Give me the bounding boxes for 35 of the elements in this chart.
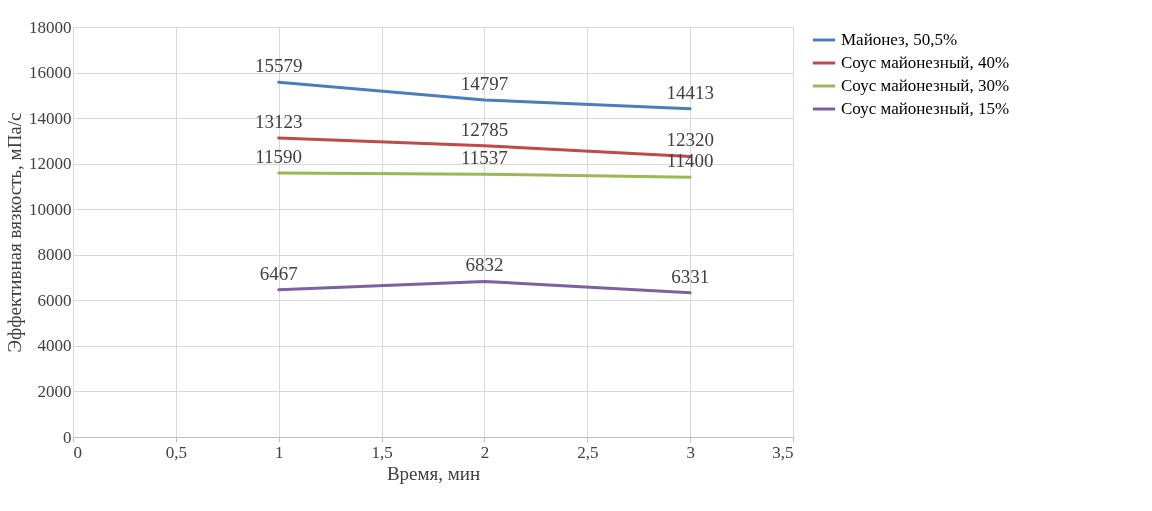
x-axis-title: Время, мин <box>386 462 481 484</box>
y-tick-label: 12000 <box>29 154 72 174</box>
data-label: 14797 <box>460 72 509 94</box>
x-tick-label: 2 <box>480 442 490 462</box>
x-tick-label: 3,5 <box>772 442 794 462</box>
data-label: 14413 <box>666 81 714 103</box>
y-tick-label: 14000 <box>29 108 72 128</box>
data-label: 6331 <box>671 265 710 287</box>
y-axis-title: Эффективная вязкость, мПа/с <box>4 112 25 353</box>
legend-label: Соус майонезный, 40% <box>841 53 1010 72</box>
y-tick-label: 10000 <box>29 199 72 219</box>
data-label: 11400 <box>666 150 714 172</box>
legend-label: Соус майонезный, 30% <box>841 76 1010 95</box>
data-label: 12785 <box>460 118 509 140</box>
data-label: 11537 <box>461 147 508 169</box>
x-tick-label: 0,5 <box>165 442 187 462</box>
data-label: 11590 <box>255 146 303 168</box>
data-label: 15579 <box>254 55 303 77</box>
x-tick-label: 3 <box>686 442 695 462</box>
y-tick-label: 2000 <box>37 381 72 401</box>
y-tick-label: 18000 <box>29 17 72 37</box>
x-tick-label: 1 <box>274 442 284 462</box>
y-tick-label: 6000 <box>37 290 72 310</box>
data-label: 6832 <box>465 254 504 276</box>
x-tick-label: 2,5 <box>577 442 599 462</box>
x-tick-label: 1,5 <box>371 442 393 462</box>
y-tick-label: 0 <box>63 427 72 447</box>
data-label: 6467 <box>259 262 298 284</box>
data-label: 13123 <box>254 111 303 133</box>
data-label: 12320 <box>666 129 714 151</box>
legend-label: Майонез, 50,5% <box>841 30 958 49</box>
y-tick-label: 16000 <box>29 63 72 83</box>
legend-label: Соус майонезный, 15% <box>841 99 1010 118</box>
y-tick-label: 8000 <box>37 245 72 265</box>
y-tick-label: 4000 <box>37 336 72 356</box>
